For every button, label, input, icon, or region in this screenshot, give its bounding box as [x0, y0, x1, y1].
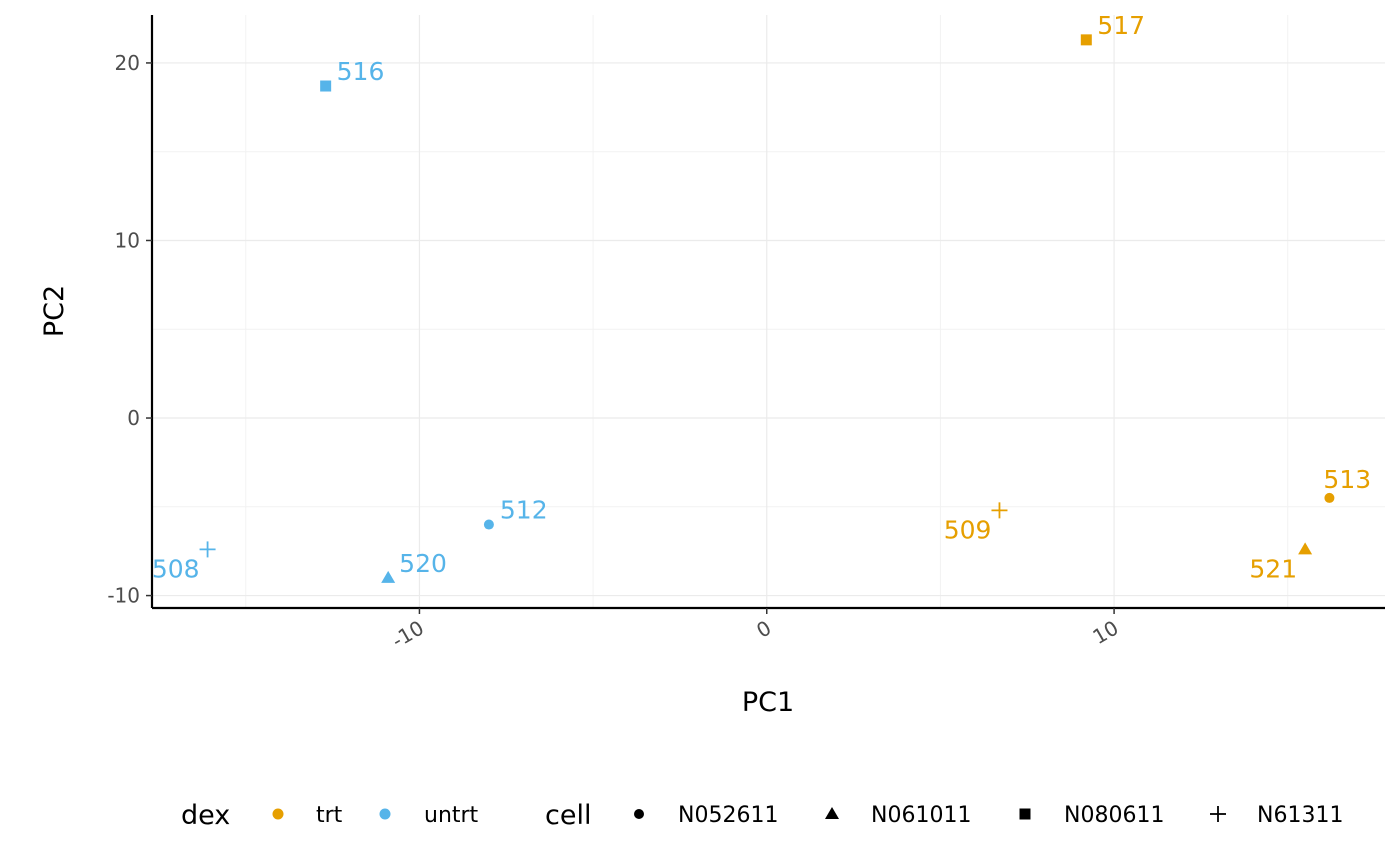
legend-cell-key	[634, 809, 644, 819]
data-point	[1298, 542, 1313, 555]
data-point	[991, 502, 1008, 519]
legend-dex-label: untrt	[424, 803, 479, 828]
legend-cell-label: N052611	[678, 803, 778, 828]
legend-cell-key	[1019, 808, 1031, 820]
point-label: 520	[399, 549, 447, 578]
y-tick-label: 20	[115, 51, 140, 75]
data-point	[320, 80, 332, 92]
legend-cell-key	[825, 807, 839, 819]
y-axis-title: PC2	[39, 285, 70, 337]
point-label: 512	[500, 496, 548, 525]
legend: dex trt untrt cell N052611 N061011 N080611 N613…	[181, 800, 1343, 831]
x-axis-title: PC1	[742, 687, 794, 718]
point-label: 516	[337, 57, 385, 86]
point-label: 509	[944, 515, 992, 544]
x-tick-label: 10	[1089, 616, 1123, 650]
point-label: 521	[1249, 554, 1297, 583]
x-tick-label: 0	[752, 616, 775, 643]
y-tick-label: 10	[115, 228, 140, 252]
legend-dex-label: trt	[316, 803, 343, 828]
data-points	[199, 34, 1335, 583]
data-point	[381, 570, 396, 583]
point-labels: 516 517 512 520 508 509 513 521	[152, 11, 1371, 584]
x-tick-label: -10	[388, 616, 428, 653]
data-point	[1080, 34, 1092, 46]
y-tick-label: 0	[127, 406, 140, 430]
data-point	[1324, 492, 1335, 503]
legend-cell-title: cell	[545, 800, 591, 831]
point-label: 513	[1323, 465, 1371, 494]
legend-dex-title: dex	[181, 800, 230, 831]
point-label: 517	[1097, 11, 1145, 40]
legend-cell-label: N080611	[1064, 803, 1164, 828]
axes	[150, 15, 1385, 610]
y-tick-label: -10	[107, 584, 140, 608]
legend-dex-key	[379, 808, 391, 820]
data-point	[199, 541, 216, 558]
tick-labels: -10 0 10 -10 0 10 20	[107, 51, 1122, 653]
data-point	[483, 519, 494, 530]
point-label: 508	[152, 554, 200, 583]
legend-dex-key	[272, 808, 284, 820]
legend-cell-label: N061011	[871, 803, 971, 828]
legend-cell-label: N61311	[1257, 803, 1343, 828]
legend-cell-key	[1210, 806, 1226, 822]
grid-lines	[152, 15, 1385, 608]
